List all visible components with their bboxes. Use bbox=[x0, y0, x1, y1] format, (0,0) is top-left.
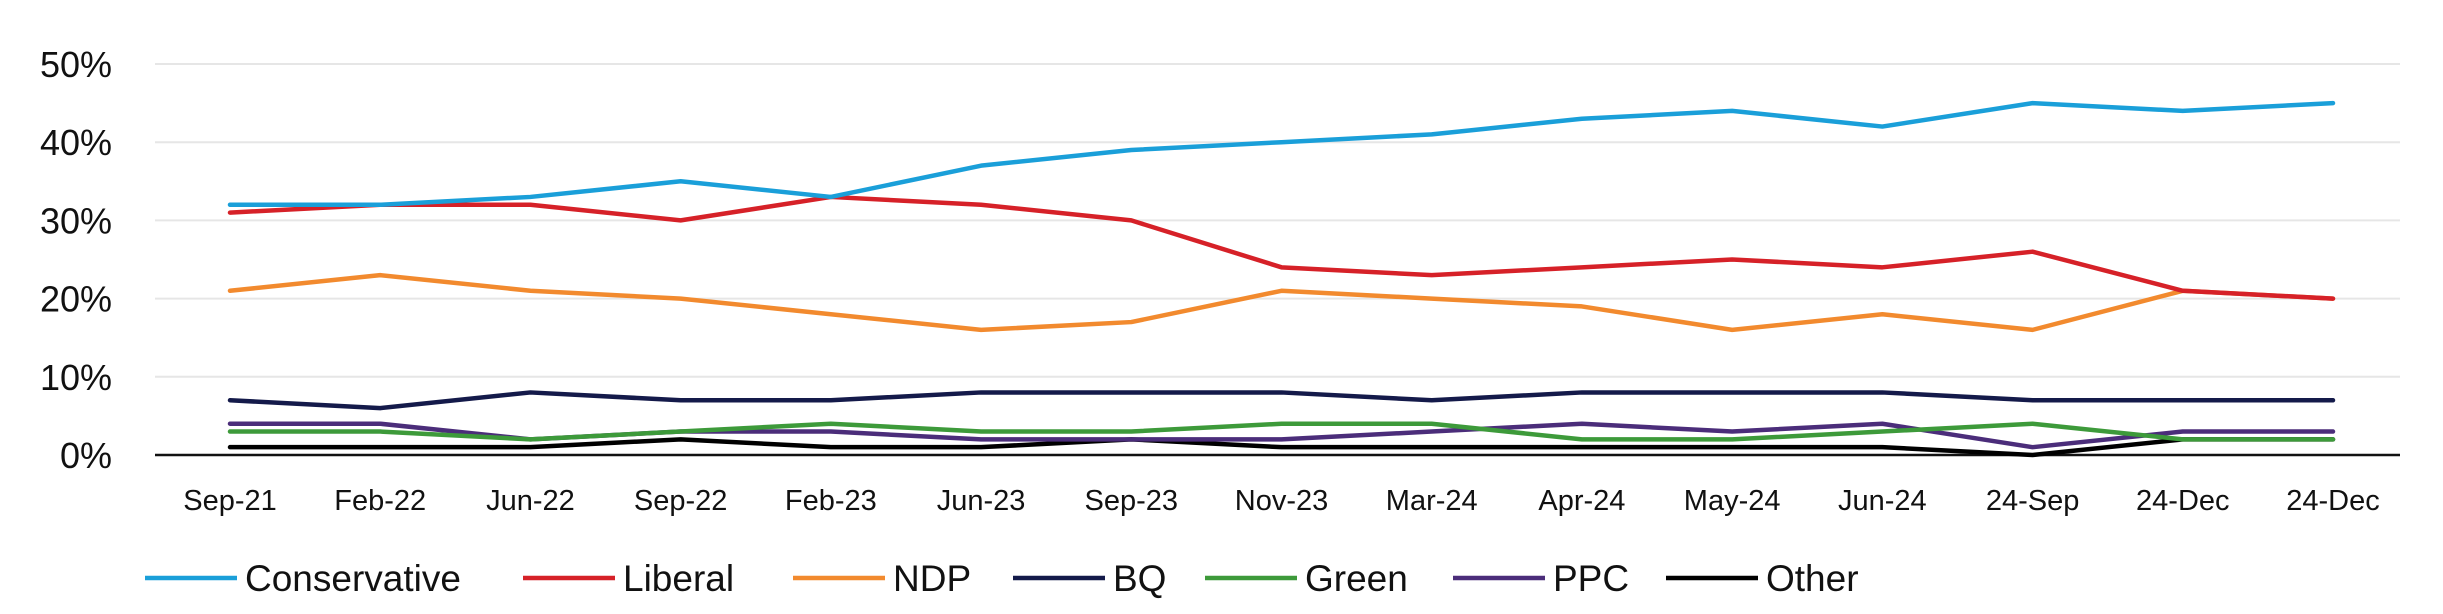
y-tick-label: 20% bbox=[40, 279, 112, 320]
legend: Conservative Liberal NDP BQ Green PPC Other bbox=[145, 558, 1859, 599]
series-line-ndp bbox=[227, 272, 2336, 333]
series-line-conservative bbox=[227, 100, 2336, 208]
x-tick-label: Sep-21 bbox=[183, 485, 277, 517]
legend-label-bq: BQ bbox=[1113, 558, 1166, 599]
series-line-bq bbox=[227, 390, 2336, 411]
gridlines bbox=[155, 63, 2400, 378]
series-line-green bbox=[227, 421, 2336, 442]
x-tick-label: 24-Dec bbox=[2136, 485, 2230, 517]
x-tick-label: Sep-23 bbox=[1085, 485, 1179, 517]
x-tick-label: Sep-22 bbox=[634, 485, 728, 517]
legend-label-conservative: Conservative bbox=[245, 558, 461, 599]
y-tick-label: 30% bbox=[40, 200, 112, 241]
x-axis: Sep-21 Feb-22 Jun-22 Sep-22 Feb-23 Jun-23 Sep-… bbox=[183, 485, 2380, 517]
legend-label-green: Green bbox=[1305, 558, 1408, 599]
x-tick-label: Apr-24 bbox=[1538, 485, 1625, 517]
series-line-ppc bbox=[227, 421, 2336, 450]
x-tick-label: Mar-24 bbox=[1386, 485, 1478, 517]
series-lines bbox=[227, 100, 2336, 458]
x-tick-label: Jun-23 bbox=[937, 485, 1026, 517]
x-tick-label: 24-Sep bbox=[1986, 485, 2080, 517]
x-tick-label: Feb-23 bbox=[785, 485, 877, 517]
x-tick-label: May-24 bbox=[1684, 485, 1781, 517]
y-axis: 0% 10% 20% 30% 40% 50% bbox=[40, 44, 112, 476]
y-tick-label: 50% bbox=[40, 44, 112, 85]
x-tick-label: 24-Dec bbox=[2286, 485, 2380, 517]
y-tick-label: 0% bbox=[60, 435, 112, 476]
series-line-liberal bbox=[227, 194, 2336, 301]
legend-label-other: Other bbox=[1766, 558, 1859, 599]
x-tick-label: Jun-24 bbox=[1838, 485, 1927, 517]
y-tick-label: 10% bbox=[40, 357, 112, 398]
x-tick-label: Nov-23 bbox=[1235, 485, 1329, 517]
x-tick-label: Jun-22 bbox=[486, 485, 575, 517]
legend-label-liberal: Liberal bbox=[623, 558, 734, 599]
y-tick-label: 40% bbox=[40, 122, 112, 163]
legend-label-ndp: NDP bbox=[893, 558, 971, 599]
x-tick-label: Feb-22 bbox=[334, 485, 426, 517]
legend-label-ppc: PPC bbox=[1553, 558, 1629, 599]
